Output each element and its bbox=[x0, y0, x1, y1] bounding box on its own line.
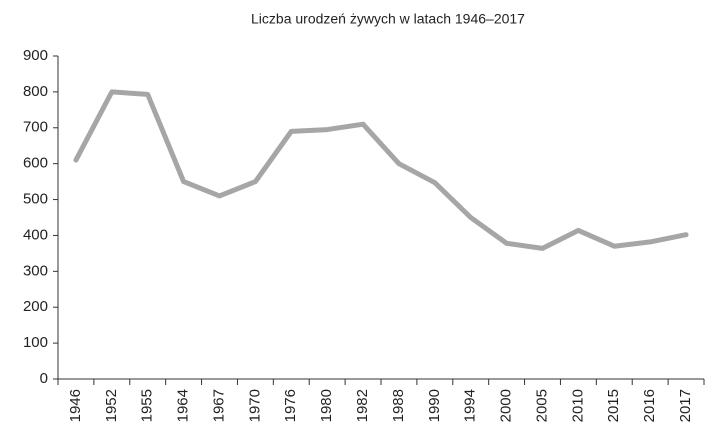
y-tick-label: 600 bbox=[23, 155, 48, 172]
x-tick-label: 1982 bbox=[354, 389, 371, 422]
x-tick-label: 1980 bbox=[318, 389, 335, 422]
y-tick-label: 400 bbox=[23, 226, 48, 243]
x-tick-label: 1988 bbox=[390, 389, 407, 422]
x-tick-label: 1955 bbox=[139, 389, 156, 422]
x-tick-label: 1952 bbox=[103, 389, 120, 422]
x-tick-label: 1946 bbox=[67, 389, 84, 422]
y-tick-label: 100 bbox=[23, 334, 48, 351]
x-tick-label: 1994 bbox=[462, 389, 479, 422]
chart-title: Liczba urodzeń żywych w latach 1946–2017 bbox=[251, 11, 525, 27]
x-tick-label: 1990 bbox=[426, 389, 443, 422]
y-tick-label: 0 bbox=[40, 370, 48, 387]
y-tick-label: 300 bbox=[23, 262, 48, 279]
x-tick-label: 1964 bbox=[175, 389, 192, 422]
y-tick-label: 500 bbox=[23, 191, 48, 208]
y-tick-label: 700 bbox=[23, 119, 48, 136]
y-tick-label: 200 bbox=[23, 298, 48, 315]
line bbox=[73, 89, 689, 251]
y-tick-label: 900 bbox=[23, 47, 48, 64]
x-tick-label: 1967 bbox=[210, 389, 227, 422]
x-tick-label: 1970 bbox=[246, 389, 263, 422]
x-tick-label: 1976 bbox=[282, 389, 299, 422]
x-tick-label: 2015 bbox=[605, 389, 622, 422]
x-tick-label: 2016 bbox=[641, 389, 658, 422]
x-tick-label: 2010 bbox=[569, 389, 586, 422]
x-tick-label: 2005 bbox=[533, 389, 550, 422]
y-tick-label: 800 bbox=[23, 83, 48, 100]
x-tick-label: 2017 bbox=[677, 389, 694, 422]
x-tick-label: 2000 bbox=[498, 389, 515, 422]
